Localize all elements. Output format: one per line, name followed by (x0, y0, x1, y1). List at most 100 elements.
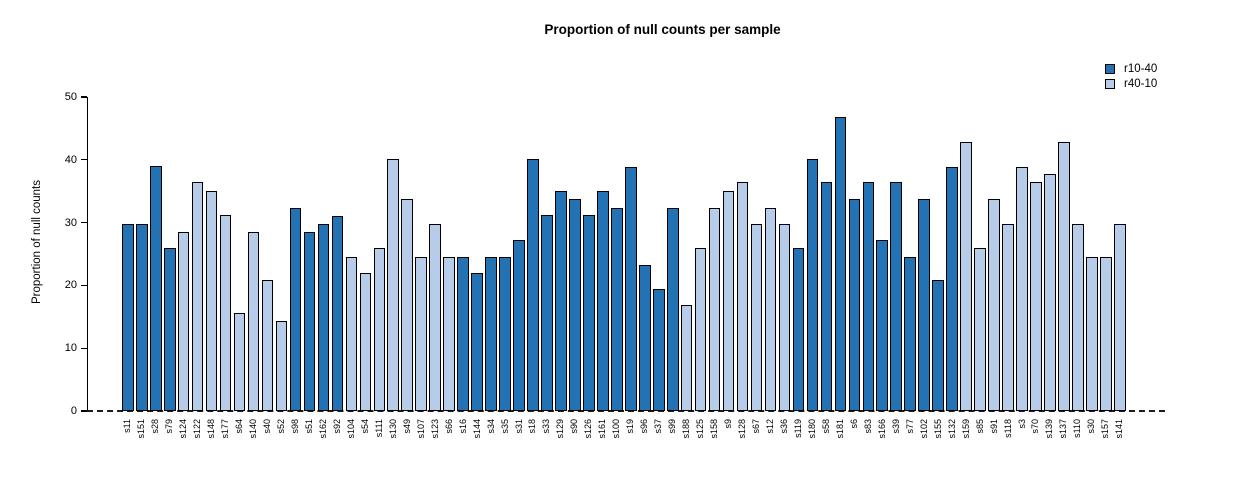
bar-s18 (527, 159, 539, 411)
bar-s77 (904, 257, 917, 411)
x-tick-label-s83: s83 (862, 419, 873, 434)
x-tick-label-s180: s180 (806, 419, 817, 439)
x-tick-label-s155: s155 (932, 419, 943, 439)
x-tick-label-s111: s111 (373, 419, 384, 438)
x-tick-label-s188: s188 (681, 419, 692, 439)
bar-s100 (611, 208, 623, 411)
bar-s151 (135, 224, 148, 411)
x-tick-label-s144: s144 (471, 419, 482, 439)
x-tick-label-s51: s51 (303, 419, 314, 434)
bar-s31 (513, 240, 525, 411)
bar-s91 (988, 199, 1000, 411)
y-tick-label: 10 (64, 342, 77, 355)
x-tick-label-s132: s132 (946, 419, 957, 439)
x-tick-label-s130: s130 (387, 419, 398, 439)
bar-s98 (289, 208, 302, 411)
bar-s181 (834, 117, 847, 411)
x-tick-label-s104: s104 (345, 419, 356, 439)
bar-s39 (890, 182, 903, 411)
x-tick-label-s140: s140 (248, 419, 259, 439)
x-tick-label-s77: s77 (904, 419, 915, 434)
legend-swatch-dark (1105, 63, 1115, 74)
bar-s49 (401, 199, 414, 411)
x-tick-label-s12: s12 (765, 419, 775, 434)
x-tick-label-s58: s58 (820, 419, 831, 434)
x-tick-label-s90: s90 (569, 419, 580, 434)
bar-s70 (1030, 182, 1042, 411)
bar-s92 (331, 216, 344, 411)
legend-swatch-light (1105, 78, 1115, 89)
bar-s99 (666, 208, 679, 411)
x-tick-label-s102: s102 (918, 419, 929, 439)
bar-s37 (652, 289, 665, 411)
legend-label: r40-10 (1124, 77, 1158, 90)
x-tick-label-s137: s137 (1058, 419, 1069, 439)
bar-s188 (680, 305, 693, 411)
bar-s51 (303, 232, 316, 411)
bar-s177 (219, 215, 232, 411)
x-tick-label-s67: s67 (751, 419, 762, 434)
bar-s137 (1058, 142, 1070, 411)
x-tick-label-s96: s96 (639, 419, 650, 434)
bar-s33 (541, 215, 553, 411)
bar-s54 (359, 273, 372, 411)
x-tick-label-s79: s79 (164, 419, 175, 434)
x-tick-label-s139: s139 (1044, 419, 1055, 439)
bar-s110 (1072, 224, 1084, 411)
bar-s125 (694, 248, 707, 411)
bar-s148 (205, 191, 218, 411)
bar-s30 (1086, 257, 1098, 411)
x-tick-label-s125: s125 (695, 419, 706, 439)
bar-s96 (638, 265, 651, 411)
x-tick-label-s16: s16 (457, 419, 468, 434)
bar-s111 (373, 248, 386, 411)
x-tick-label-s141: s141 (1114, 419, 1125, 439)
bar-s6 (848, 199, 861, 411)
bar-s126 (583, 215, 595, 411)
x-tick-label-s39: s39 (890, 419, 901, 434)
bar-s141 (1114, 224, 1126, 411)
y-tick-mark (81, 159, 87, 161)
bar-s64 (233, 313, 246, 411)
x-tick-label-s85: s85 (974, 419, 985, 434)
bar-s130 (387, 159, 400, 411)
chart-title: Proportion of null counts per sample (544, 22, 781, 37)
x-tick-label-s34: s34 (485, 419, 496, 434)
bar-s104 (345, 257, 358, 411)
legend-item-r10-40: r10-40 (1105, 61, 1157, 76)
bar-s16 (457, 257, 469, 411)
y-tick-label: 40 (64, 153, 77, 166)
bar-s40 (261, 280, 274, 411)
x-tick-label-s181: s181 (834, 419, 845, 439)
x-tick-label-s52: s52 (275, 419, 286, 434)
bar-s19 (624, 167, 637, 411)
x-tick-label-s49: s49 (401, 419, 412, 434)
bar-s155 (932, 280, 944, 411)
bar-s158 (708, 208, 721, 411)
x-tick-label-s99: s99 (667, 419, 678, 434)
bar-s161 (597, 191, 609, 411)
legend-label: r10-40 (1124, 62, 1158, 75)
x-tick-label-s33: s33 (541, 419, 552, 434)
bar-s52 (275, 321, 288, 411)
bar-s124 (177, 232, 190, 411)
x-tick-label-s3: s3 (1016, 419, 1027, 429)
bar-s119 (792, 248, 805, 411)
bar-s90 (569, 199, 581, 411)
x-tick-label-s37: s37 (653, 419, 664, 434)
bar-s83 (862, 182, 875, 411)
x-tick-label-s166: s166 (876, 419, 887, 439)
x-tick-label-s19: s19 (625, 419, 636, 434)
bar-s12 (764, 208, 777, 411)
bar-s67 (750, 224, 763, 411)
x-tick-label-s92: s92 (331, 419, 342, 434)
bar-s85 (974, 248, 986, 411)
bar-s180 (806, 159, 819, 411)
x-tick-label-s11: s11 (122, 419, 133, 433)
x-tick-label-s91: s91 (988, 419, 999, 434)
x-tick-label-s157: s157 (1100, 419, 1111, 439)
y-tick-mark (81, 96, 87, 98)
x-tick-label-s158: s158 (709, 419, 720, 439)
y-tick-mark (81, 410, 87, 412)
x-tick-label-s54: s54 (359, 419, 370, 434)
